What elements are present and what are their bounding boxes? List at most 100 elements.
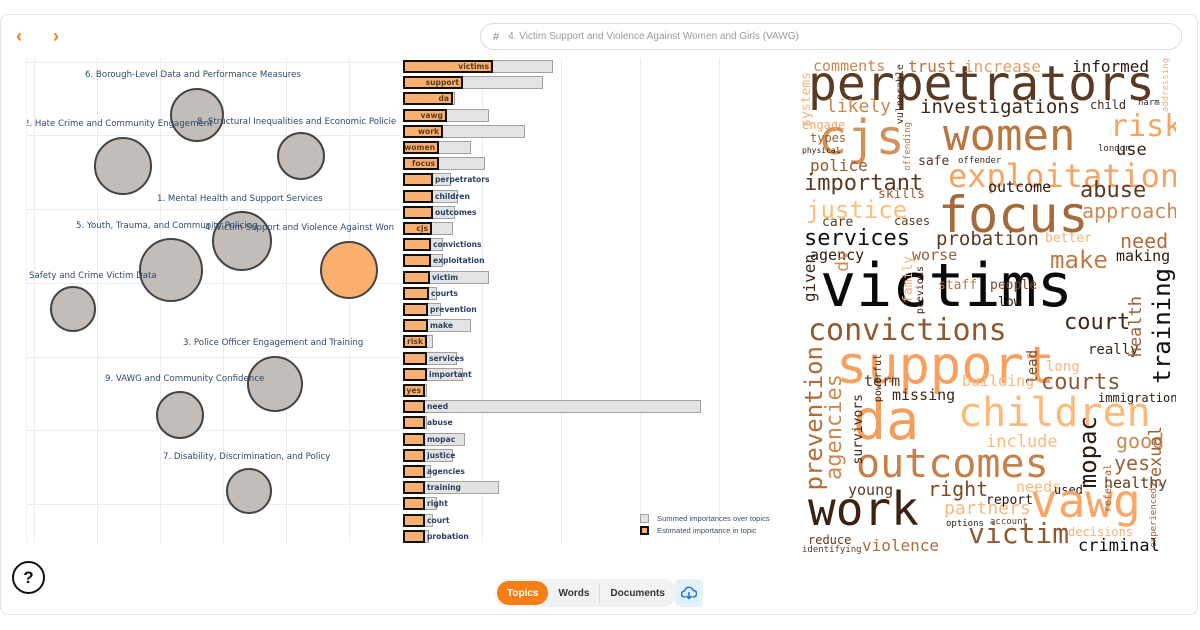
hash-icon: # [493, 30, 500, 43]
estimated-importance-bar [403, 481, 425, 495]
bar-word-label: focus [412, 159, 435, 169]
tab-words[interactable]: Words [558, 587, 590, 599]
topic-bubble[interactable] [139, 238, 203, 302]
cloud-word-vertical: family [901, 256, 916, 303]
cloud-word: outcome [988, 178, 1052, 196]
cloud-word: da [853, 388, 920, 452]
cloud-word-vertical: previous [915, 266, 926, 315]
topic-label: 6. Borough-Level Data and Performance Me… [85, 70, 301, 80]
cloud-word: report [986, 493, 1033, 508]
estimated-importance-bar [403, 416, 425, 430]
topic-label: 3. Police Officer Engagement and Trainin… [183, 338, 364, 348]
bar-word-label: cjs [416, 224, 428, 233]
cloud-word: women [943, 110, 1076, 161]
cloud-word: support [836, 336, 1056, 396]
cloud-word: missing [892, 386, 956, 404]
cloud-word: building [962, 372, 1035, 390]
estimated-importance-bar [403, 189, 433, 203]
cloud-word-vertical: training [1148, 268, 1176, 384]
bar-word-label: children [435, 191, 470, 201]
word-importance-bar-chart: victims support da vawg work women focus perpet… [400, 58, 795, 543]
bar-word-label: courts [431, 288, 459, 298]
next-topic-button[interactable]: › [53, 26, 59, 46]
legend-item-summed[interactable]: Summed importances over topics [640, 512, 770, 524]
cloud-word: physical [802, 146, 841, 155]
estimated-importance-bar [403, 238, 431, 252]
cloud-word-vertical: health [1126, 296, 1146, 358]
cloud-word: london [1098, 144, 1131, 154]
cloud-word: increase [964, 58, 1042, 76]
cloud-word: make [1050, 246, 1108, 274]
bar-word-label: agencies [427, 467, 465, 476]
cloud-word-vertical: agencies [822, 374, 847, 480]
bar-word-label: mopac [427, 434, 456, 444]
topic-label: 1. Mental Health and Support Services [157, 194, 323, 204]
topic-bubble[interactable] [94, 137, 152, 195]
cloud-word-vertical: lead [1025, 350, 1041, 384]
bar-word-label: important [429, 369, 472, 379]
cloud-word: vawg [1030, 474, 1141, 528]
estimated-importance-bar [403, 254, 431, 268]
cloud-word: risk [1110, 109, 1176, 144]
help-button[interactable]: ? [12, 561, 45, 594]
bar-word-label: need [427, 402, 449, 412]
cloud-word: cases [894, 214, 931, 228]
topic-bubble[interactable] [50, 286, 96, 332]
cloud-word: skills [878, 187, 925, 202]
previous-topic-button[interactable]: ‹ [16, 26, 22, 46]
cloud-word: comments [813, 58, 886, 75]
cloud-word-vertical: powerful [873, 354, 884, 403]
tab-topics[interactable]: Topics [497, 581, 549, 605]
download-button[interactable] [675, 579, 703, 607]
cloud-word: outcomes [856, 441, 1049, 487]
tab-documents[interactable]: Documents [610, 587, 665, 599]
topic-bubble[interactable] [226, 468, 272, 514]
cloud-word: reduce [808, 533, 852, 547]
cloud-word: worse [912, 246, 958, 264]
bar-word-label: exploitation [433, 256, 485, 266]
cloud-word-vertical: referral [1103, 464, 1114, 513]
bar-word-label: women [404, 143, 435, 152]
cloud-word: court [1064, 310, 1131, 335]
cloud-word: important [804, 171, 924, 196]
cloud-word: victim [968, 517, 1070, 550]
topic-map-chart[interactable]: 6. Borough-Level Data and Performance Me… [26, 58, 400, 543]
cloud-word: police [810, 156, 868, 175]
cloud-download-icon [681, 586, 697, 600]
legend-swatch-estimated [640, 525, 649, 535]
cloud-word: people [990, 278, 1037, 293]
estimated-importance-bar [403, 222, 432, 235]
cloud-word: violence [862, 536, 940, 555]
bar-word-label: prevention [430, 305, 477, 314]
topic-search-input[interactable]: # 4. Victim Support and Violence Against… [480, 23, 1182, 50]
cloud-word: types [810, 131, 847, 145]
cloud-word-vertical: experienced [1149, 488, 1159, 548]
bar-word-label: training [427, 483, 461, 493]
topic-bubble[interactable] [320, 241, 378, 299]
estimated-importance-bar [403, 76, 463, 90]
bar-chart-legend: Summed importances over topics Estimated… [640, 512, 770, 536]
word-cloud: perpetrators comments trust increase informe… [798, 58, 1176, 556]
cloud-word: healthy [1104, 474, 1168, 492]
topic-bubble[interactable] [212, 211, 272, 271]
bar-word-label: probation [427, 531, 469, 541]
cloud-word: young [848, 481, 894, 499]
legend-item-estimated[interactable]: Estimated importance in topic [640, 524, 770, 536]
cloud-word-vertical: sexual [1146, 426, 1166, 488]
bar-word-label: da [438, 94, 449, 104]
cloud-word: identifying [802, 545, 862, 555]
cloud-word: needs [1016, 478, 1062, 496]
topic-bubble[interactable] [170, 88, 224, 142]
bar-word-label: services [429, 353, 465, 363]
cloud-word-vertical: mopac [1074, 416, 1102, 489]
topic-bubble[interactable] [277, 132, 325, 180]
topic-bubble[interactable] [156, 391, 204, 439]
topic-label: 7. Disability, Discrimination, and Polic… [163, 452, 331, 462]
cloud-word: safe [918, 154, 950, 169]
question-mark-icon: ? [23, 567, 34, 587]
cloud-word: victims [820, 251, 1073, 321]
cloud-word: trust [908, 58, 957, 76]
cloud-word: abuse [1080, 178, 1147, 203]
topic-bubble[interactable] [247, 356, 303, 412]
estimated-importance-bar [403, 400, 425, 414]
